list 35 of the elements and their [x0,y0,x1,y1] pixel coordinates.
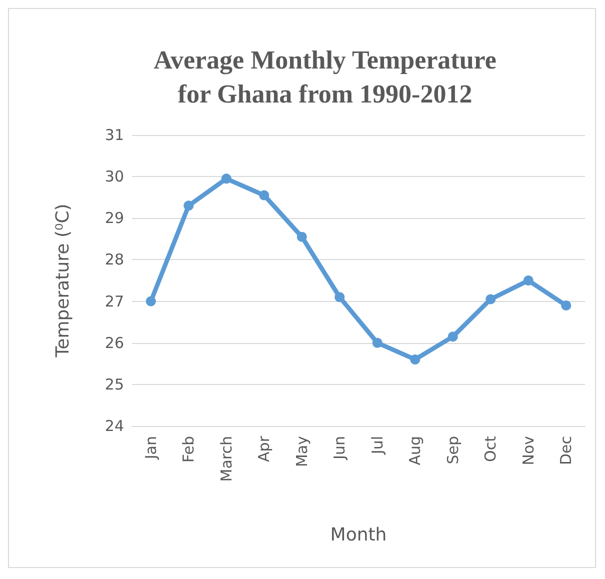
x-tick-label: May [292,436,311,468]
x-tick-label: March [217,436,236,482]
point [372,338,382,348]
point [410,354,420,364]
x-tick-label: Feb [180,436,198,463]
y-tick-label: 29 [104,209,124,228]
x-tick-label: Jun [330,436,349,460]
x-tick-label: Oct [482,436,500,462]
y-tick-label: 26 [104,334,124,352]
x-tick-label: Dec [557,436,576,466]
point [221,174,232,184]
x-tick-label: Jan [142,436,160,460]
x-tick-label: Aug [406,436,424,466]
y-axis-title: Temperature (⁰C) [52,204,74,358]
point [146,296,156,306]
x-tick-label: Jul [368,436,386,456]
point [259,190,270,200]
x-tick-label: Apr [255,435,274,462]
point [486,294,496,304]
x-tick-label: Sep [444,436,462,464]
point [184,200,194,211]
point [523,276,534,286]
x-tick-label: Nov [519,436,538,466]
y-tick-label: 27 [104,292,124,310]
chart-title: Average Monthly Temperature for Ghana from 1990-2012 [154,46,496,108]
y-tick-label: 24 [104,417,124,435]
point [561,300,572,310]
x-axis-title: Month [330,524,387,546]
point [296,232,307,242]
y-tick-label: 30 [104,168,124,186]
point [334,292,345,302]
y-tick-label: 25 [104,375,124,394]
point [448,332,458,342]
y-tick-label: 28 [104,250,124,269]
y-tick-label: 31 [104,126,124,144]
